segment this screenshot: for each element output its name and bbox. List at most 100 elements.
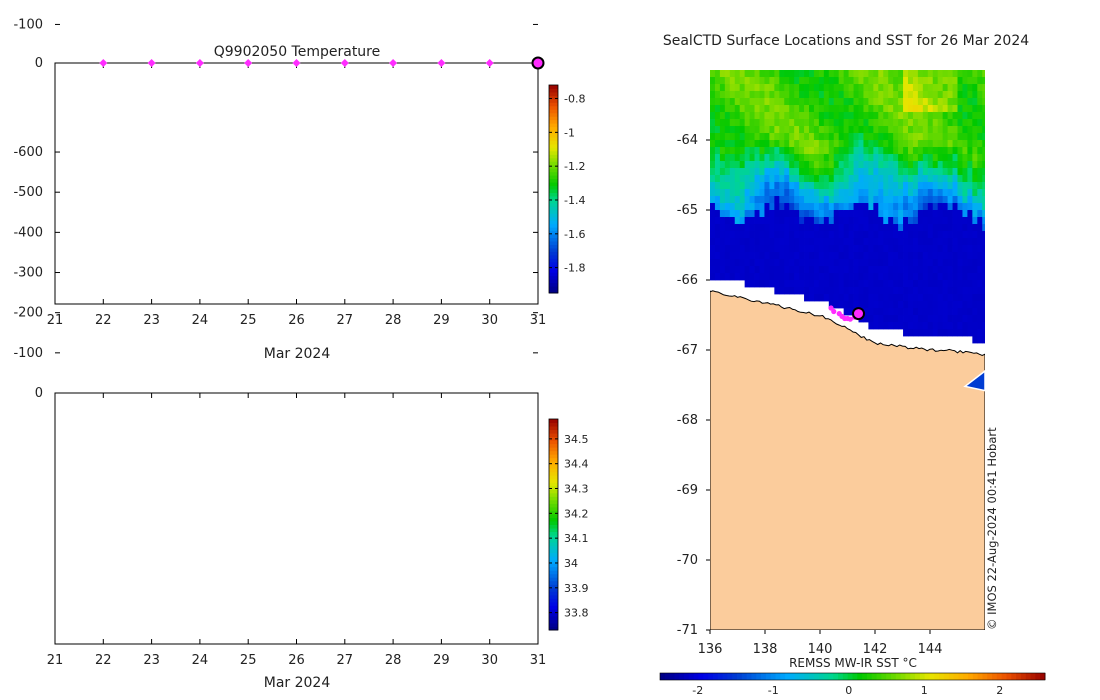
colorbar-segment: [549, 164, 558, 169]
colorbar-segment: [549, 471, 558, 476]
x-tick-label: 27: [337, 653, 354, 668]
colorbar-segment: [549, 485, 558, 490]
colorbar-segment: [549, 216, 558, 221]
y-tick-label: -100: [13, 17, 43, 32]
colorbar-segment: [549, 133, 558, 138]
y-tick-label: -65: [677, 203, 698, 218]
colorbar-segment: [549, 440, 558, 445]
colorbar-segment: [549, 433, 558, 438]
colorbar-segment: [549, 289, 558, 294]
colorbar-tick-label: -2: [692, 684, 703, 697]
colorbar-segment: [1040, 673, 1046, 680]
colorbar-segment: [549, 612, 558, 617]
colorbar-segment: [842, 673, 849, 680]
colorbar-segment: [761, 673, 767, 680]
x-tick-label: 140: [808, 642, 833, 657]
y-tick-label: -71: [677, 623, 698, 638]
colorbar-frame: [659, 672, 1046, 681]
colorbar-segment: [809, 673, 815, 680]
colorbar-segment: [549, 513, 558, 518]
colorbar-segment: [881, 673, 887, 680]
x-tick-label: 31: [530, 653, 547, 668]
colorbar-segment: [549, 429, 558, 434]
temperature-title: Q9902050 Temperature: [214, 44, 381, 60]
surface-marker: [99, 59, 108, 67]
colorbar-segment: [549, 244, 558, 249]
colorbar-segment: [703, 673, 709, 680]
colorbar-segment: [688, 673, 695, 680]
colorbar-segment: [708, 673, 714, 680]
colorbar-segment: [549, 492, 558, 497]
colorbar-segment: [549, 552, 558, 557]
colorbar-segment: [871, 673, 878, 680]
colorbar-segment: [549, 450, 558, 455]
colorbar-segment: [910, 673, 916, 680]
colorbar-segment: [549, 457, 558, 462]
colorbar-segment: [549, 436, 558, 441]
colorbar-segment: [549, 123, 558, 128]
colorbar-segment: [549, 524, 558, 529]
colorbar-segment: [852, 673, 858, 680]
colorbar-segment: [549, 528, 558, 533]
colorbar-segment: [924, 673, 930, 680]
colorbar-tick-label: 34: [564, 557, 578, 570]
colorbar-segment: [549, 168, 558, 173]
colorbar-tick-label: -1.4: [564, 194, 585, 207]
latest-surface-marker: [531, 56, 545, 70]
colorbar-segment: [549, 192, 558, 197]
colorbar-segment: [549, 227, 558, 232]
colorbar-segment: [857, 673, 863, 680]
surface-marker: [195, 59, 204, 67]
colorbar-segment: [549, 447, 558, 452]
colorbar-segment: [549, 422, 558, 427]
colorbar-segment: [549, 220, 558, 225]
colorbar-segment: [549, 175, 558, 180]
colorbar-segment: [741, 673, 748, 680]
colorbar-segment: [900, 673, 906, 680]
colorbar-segment: [660, 673, 666, 680]
sst-colorbar-label: REMSS MW-IR SST °C: [789, 656, 917, 670]
x-tick-label: 29: [433, 313, 450, 328]
colorbar-segment: [549, 506, 558, 511]
colorbar-segment: [891, 673, 897, 680]
colorbar-segment: [1006, 673, 1012, 680]
colorbar-segment: [549, 223, 558, 228]
antarctic-land: [710, 290, 985, 630]
colorbar-segment: [929, 673, 935, 680]
colorbar-segment: [977, 673, 983, 680]
colorbar-tick-label: 33.8: [564, 607, 589, 620]
y-tick-label: -300: [13, 266, 43, 281]
surface-marker: [244, 59, 253, 67]
colorbar-segment: [905, 673, 911, 680]
colorbar-segment: [780, 673, 786, 680]
colorbar-segment: [549, 171, 558, 176]
colorbar-segment: [895, 673, 902, 680]
colorbar-segment: [549, 251, 558, 256]
colorbar-segment: [549, 254, 558, 259]
colorbar-tick-label: 34.4: [564, 458, 589, 471]
colorbar-tick-label: 34.5: [564, 433, 589, 446]
x-tick-label: 27: [337, 313, 354, 328]
x-tick-label: 23: [143, 653, 160, 668]
temperature-surface-markers: [99, 56, 545, 70]
x-tick-label: 30: [481, 653, 498, 668]
colorbar-segment: [549, 503, 558, 508]
colorbar-segment: [549, 265, 558, 270]
colorbar-segment: [549, 109, 558, 114]
colorbar-segment: [746, 673, 752, 680]
colorbar-segment: [833, 673, 839, 680]
colorbar-segment: [996, 673, 1003, 680]
colorbar-segment: [549, 538, 558, 543]
map-y-axis: -64 -65 -66 -67 -68 -69 -70 -71: [677, 133, 710, 638]
temperature-x-label: Mar 2024: [264, 346, 331, 362]
colorbar-segment: [886, 673, 892, 680]
x-tick-label: 29: [433, 653, 450, 668]
y-tick-label: -69: [677, 483, 698, 498]
colorbar-segment: [847, 673, 853, 680]
temperature-colorbar: -0.8 -1 -1.2 -1.4 -1.6 -1.8: [548, 84, 585, 294]
colorbar-segment: [712, 673, 719, 680]
surface-marker: [340, 59, 349, 67]
colorbar-tick-label: 2: [996, 684, 1003, 697]
colorbar-segment: [549, 419, 558, 424]
y-tick-label: -600: [13, 145, 43, 160]
